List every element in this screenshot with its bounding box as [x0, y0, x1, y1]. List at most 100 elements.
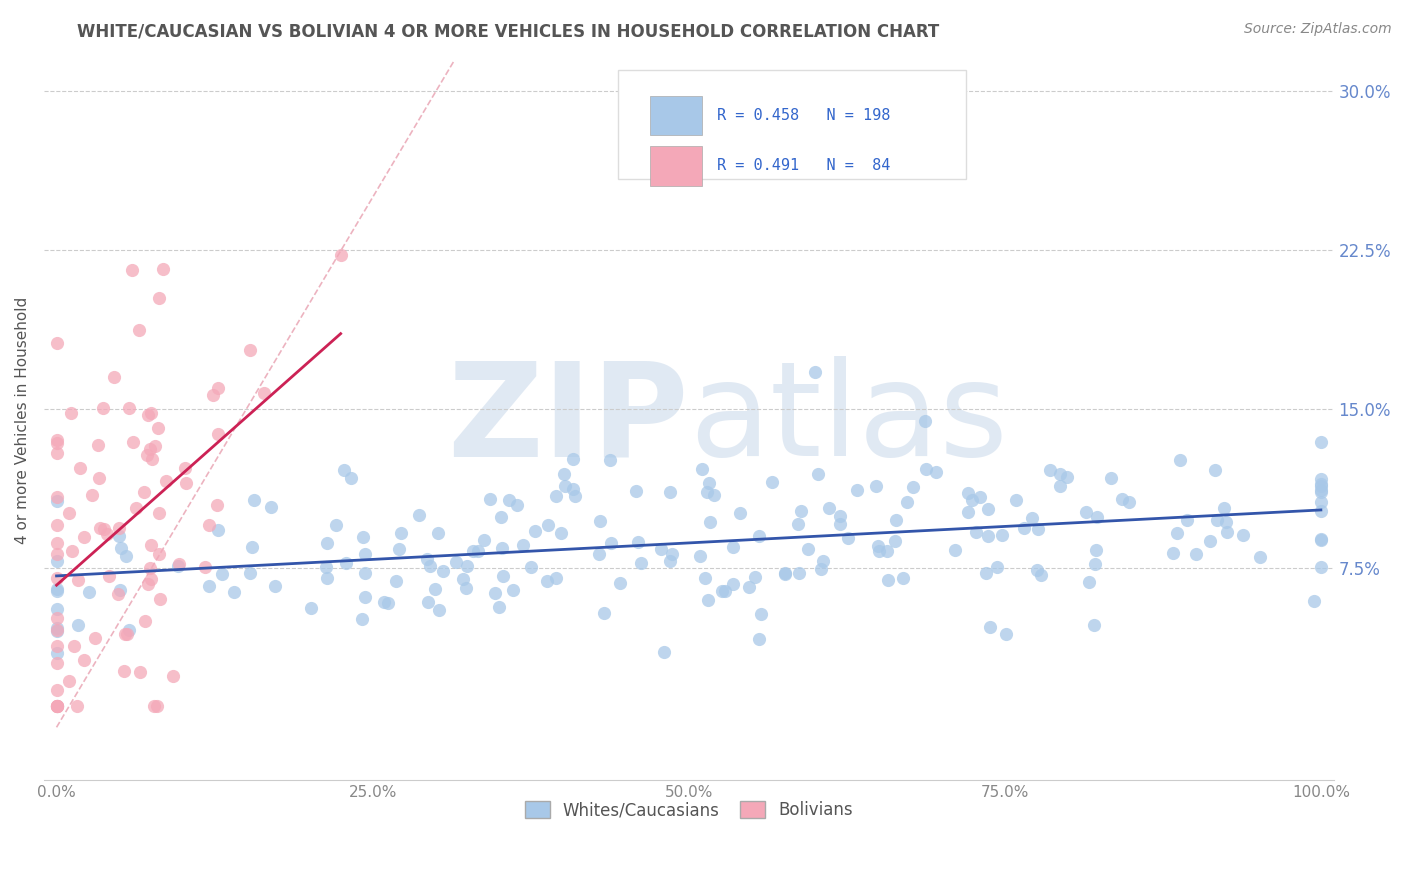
Point: [943, 542, 966, 557]
Text: ZIP: ZIP: [447, 357, 689, 483]
Point: [589, 514, 612, 528]
Point: [714, 584, 737, 599]
Point: [148, 592, 170, 607]
Point: [1309, 484, 1331, 499]
Point: [1212, 501, 1234, 516]
FancyBboxPatch shape: [617, 70, 966, 178]
Point: [432, 564, 454, 578]
Point: [876, 544, 898, 558]
Point: [425, 582, 447, 596]
Point: [207, 381, 229, 395]
Point: [136, 577, 159, 591]
Point: [299, 600, 322, 615]
Point: [965, 525, 987, 540]
Point: [703, 488, 725, 502]
Point: [194, 560, 217, 574]
Point: [1309, 479, 1331, 493]
Point: [990, 528, 1012, 542]
Point: [1166, 525, 1188, 540]
Point: [561, 451, 583, 466]
Point: [83, 632, 105, 646]
Point: [146, 699, 169, 714]
Point: [239, 343, 262, 357]
Point: [837, 531, 859, 545]
Point: [807, 467, 830, 482]
Point: [1021, 511, 1043, 525]
Point: [502, 582, 524, 597]
Point: [134, 614, 156, 628]
Point: [550, 525, 572, 540]
Point: [696, 592, 718, 607]
Point: [45, 517, 67, 532]
Point: [1084, 557, 1107, 571]
Point: [498, 492, 520, 507]
Point: [416, 552, 439, 566]
Text: WHITE/CAUCASIAN VS BOLIVIAN 4 OR MORE VEHICLES IN HOUSEHOLD CORRELATION CHART: WHITE/CAUCASIAN VS BOLIVIAN 4 OR MORE VE…: [77, 22, 939, 40]
Point: [1232, 528, 1254, 542]
Point: [868, 539, 890, 553]
Point: [142, 699, 165, 714]
Point: [553, 467, 575, 481]
Point: [138, 442, 160, 457]
Point: [1056, 470, 1078, 484]
Point: [122, 434, 145, 449]
Point: [391, 525, 413, 540]
Point: [148, 291, 170, 305]
Point: [260, 500, 283, 515]
Point: [690, 462, 713, 476]
Point: [60, 544, 83, 558]
Point: [45, 571, 67, 585]
Point: [1083, 618, 1105, 632]
Point: [1099, 471, 1122, 485]
Point: [77, 585, 100, 599]
Point: [977, 501, 1000, 516]
Point: [811, 554, 834, 568]
Point: [773, 567, 796, 582]
Point: [472, 533, 495, 548]
Point: [45, 611, 67, 625]
Point: [1184, 547, 1206, 561]
Point: [693, 571, 716, 585]
Point: [994, 627, 1017, 641]
Point: [1111, 492, 1133, 507]
Point: [467, 544, 489, 558]
Point: [1026, 522, 1049, 536]
Point: [335, 556, 357, 570]
Point: [730, 506, 752, 520]
Point: [108, 583, 131, 598]
Point: [868, 544, 890, 558]
Point: [1049, 467, 1071, 481]
Point: [315, 536, 337, 550]
Point: [45, 536, 67, 550]
Point: [58, 506, 80, 520]
Point: [108, 521, 131, 535]
Text: R = 0.491   N =  84: R = 0.491 N = 84: [717, 159, 890, 173]
Point: [721, 577, 744, 591]
Point: [627, 535, 650, 549]
Point: [45, 699, 67, 714]
Point: [1049, 479, 1071, 493]
Point: [956, 505, 979, 519]
Point: [512, 538, 534, 552]
Point: [883, 534, 905, 549]
Point: [1206, 513, 1229, 527]
Point: [91, 401, 114, 415]
Point: [242, 493, 264, 508]
Point: [489, 509, 512, 524]
Point: [723, 541, 745, 555]
Point: [373, 595, 395, 609]
Point: [661, 547, 683, 561]
Point: [1175, 514, 1198, 528]
Point: [699, 515, 721, 529]
Point: [45, 699, 67, 714]
Point: [408, 508, 430, 523]
Point: [488, 600, 510, 615]
Point: [1204, 463, 1226, 477]
Point: [143, 439, 166, 453]
Point: [1309, 471, 1331, 485]
Point: [491, 541, 513, 556]
Point: [45, 547, 67, 561]
Point: [353, 566, 375, 580]
Point: [416, 595, 439, 609]
Point: [1198, 534, 1220, 549]
